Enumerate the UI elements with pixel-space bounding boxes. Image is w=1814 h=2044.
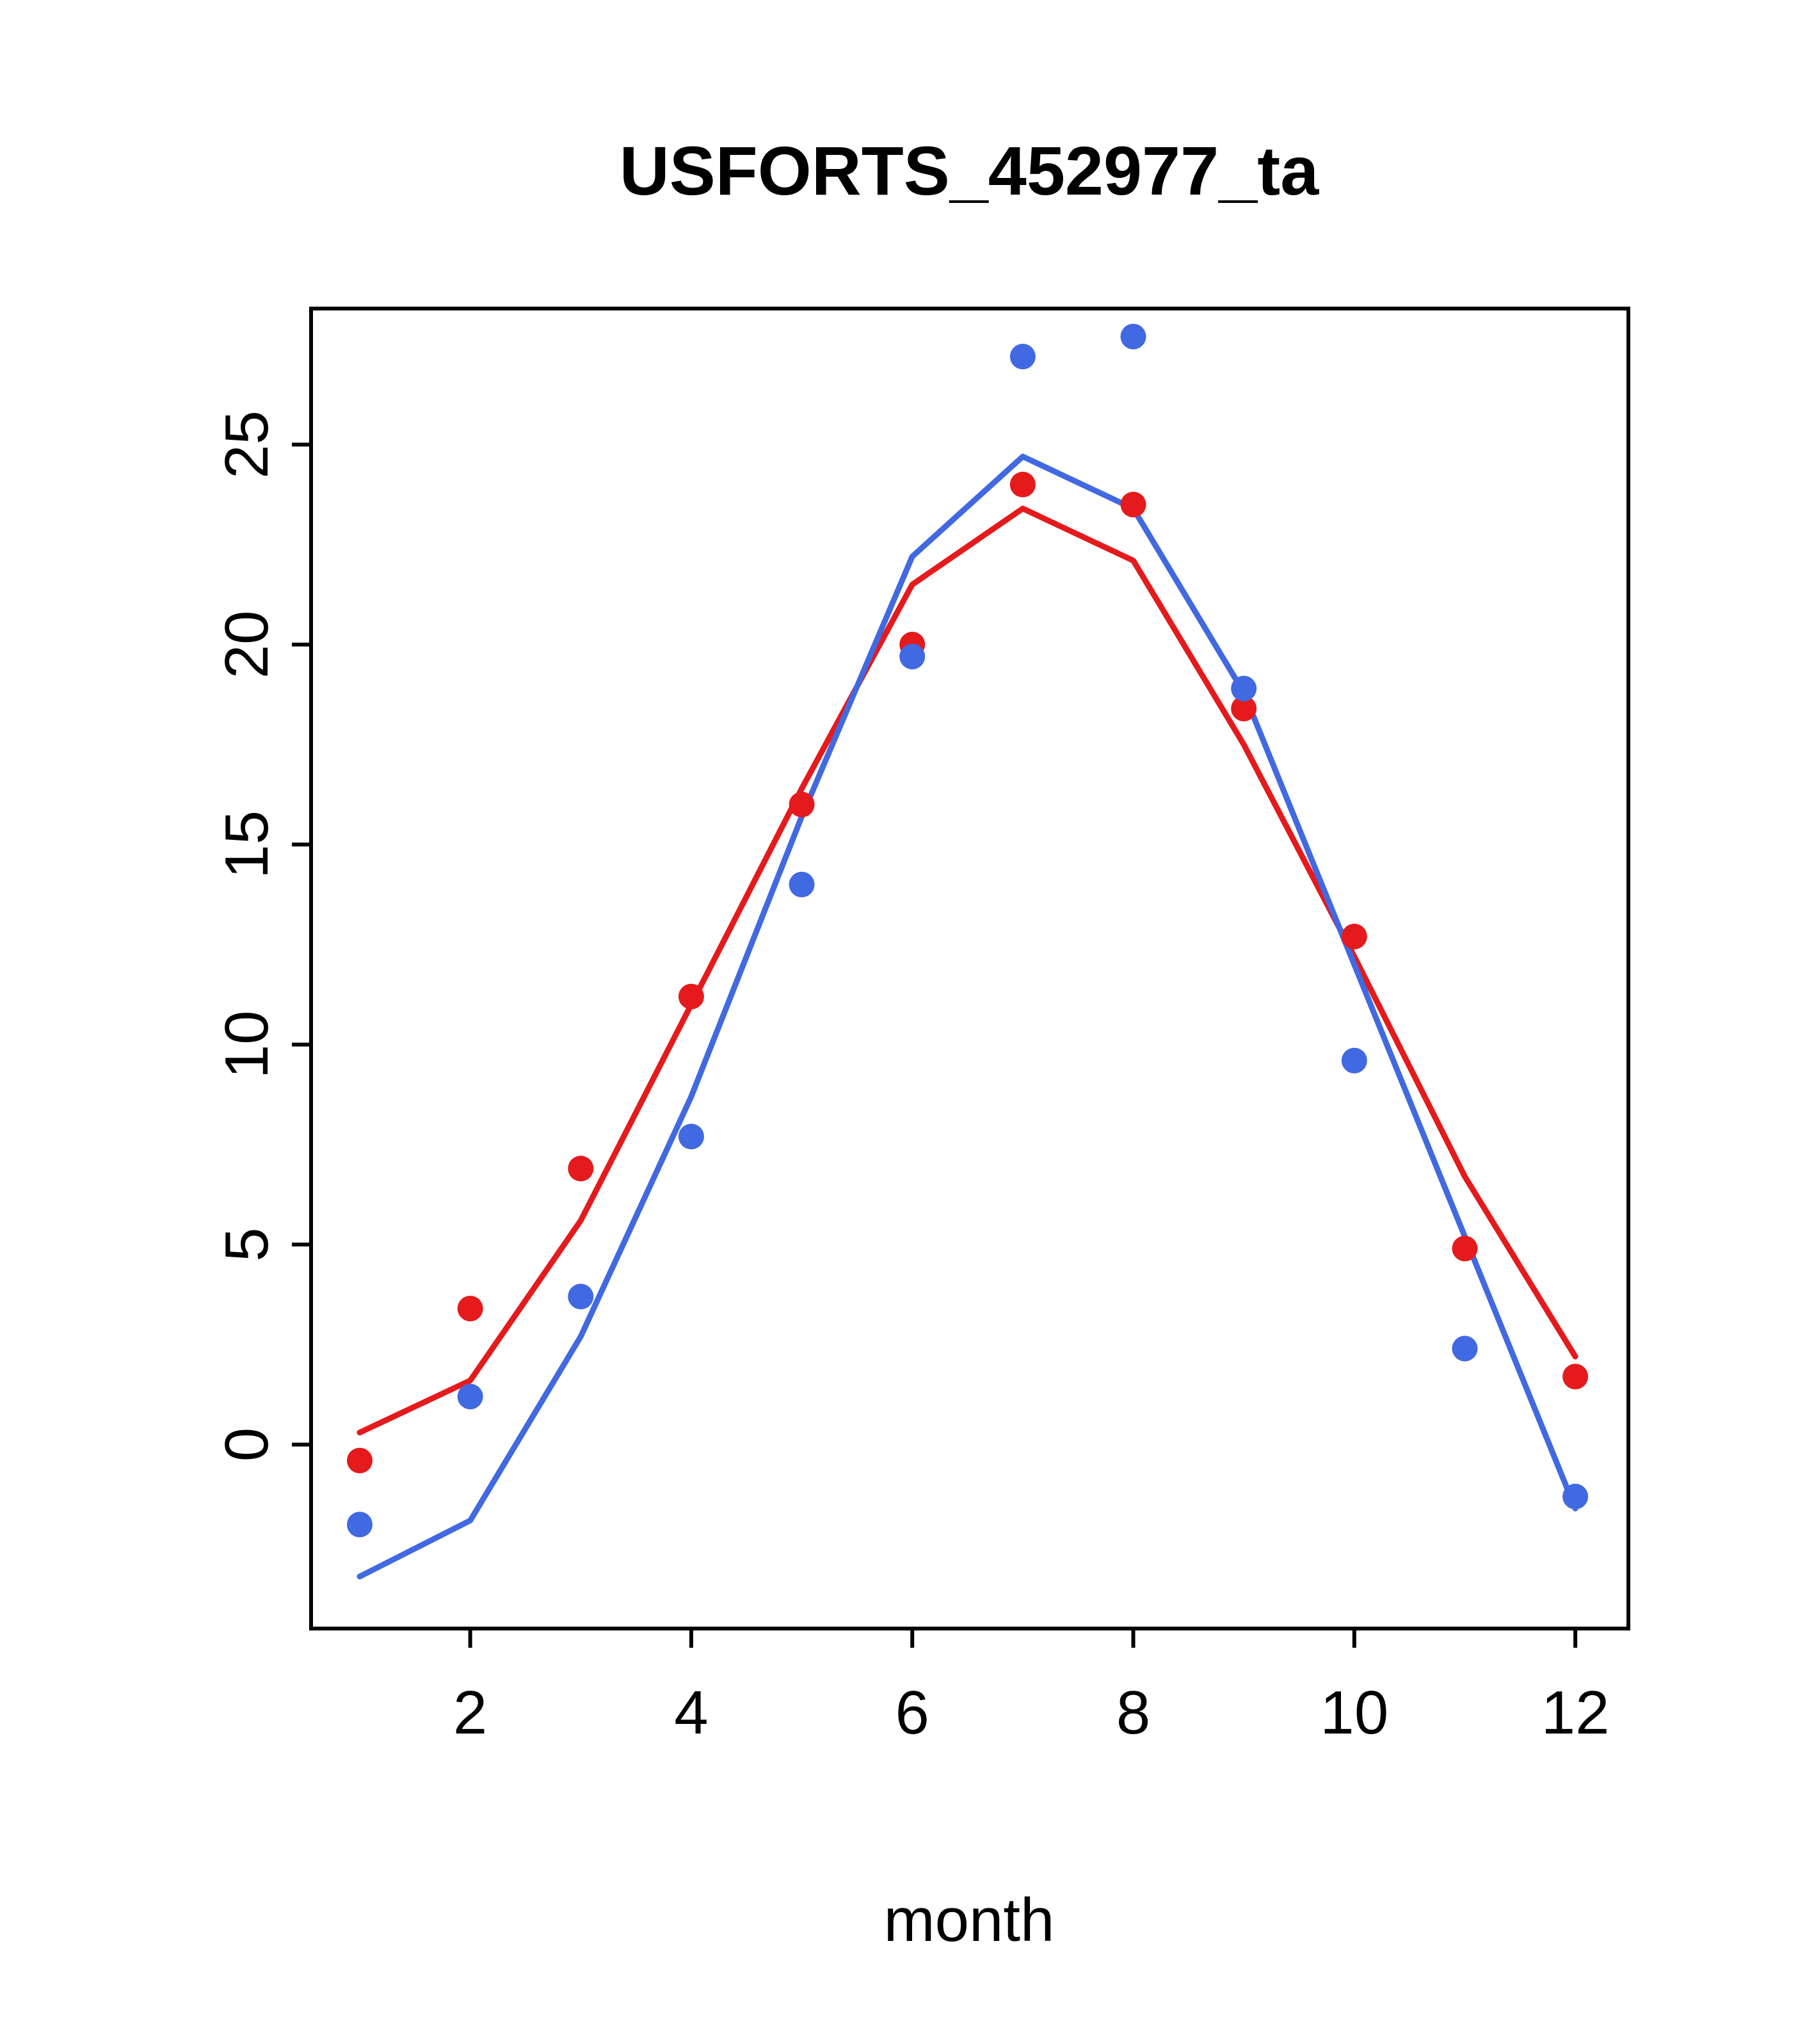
plot-area: 2 4 6 8 10 12 0 5 10 15 20 25 xyxy=(213,307,1630,1747)
red-observed-point xyxy=(1452,1235,1478,1262)
red-observed-point xyxy=(1231,695,1257,721)
x-tick-label: 4 xyxy=(674,1678,708,1747)
blue-observed-point xyxy=(1120,323,1146,350)
blue-observed-point xyxy=(1341,1047,1367,1074)
blue-observed-point xyxy=(1009,343,1036,369)
blue-observed-point xyxy=(1231,675,1257,702)
x-tick-label: 8 xyxy=(1116,1678,1150,1747)
x-axis-label: month xyxy=(884,1886,1055,1954)
red-observed-point xyxy=(789,791,815,817)
blue-observed-point xyxy=(457,1383,483,1410)
blue-observed-point xyxy=(1452,1335,1478,1362)
blue-observed-point xyxy=(1562,1483,1589,1509)
blue-fit-line xyxy=(357,453,1578,1580)
y-tick-label: 0 xyxy=(213,1428,281,1461)
red-observed-point xyxy=(346,1447,373,1474)
x-tick-label: 10 xyxy=(1320,1678,1388,1747)
red-observed-point xyxy=(1120,492,1146,518)
y-tick-label: 10 xyxy=(213,1010,281,1079)
red-observed-point xyxy=(1562,1364,1589,1390)
x-tick-label: 6 xyxy=(895,1678,929,1747)
plot-box xyxy=(309,307,1630,1630)
blue-observed-point xyxy=(678,1123,704,1150)
blue-observed-point xyxy=(346,1511,373,1538)
red-observed-point xyxy=(457,1296,483,1322)
red-observed-point xyxy=(1341,924,1367,950)
chart-title: USFORTS_452977_ta xyxy=(620,132,1319,209)
blue-observed-point xyxy=(789,871,815,897)
x-tick-label: 12 xyxy=(1541,1678,1610,1747)
y-tick-label: 5 xyxy=(213,1227,281,1261)
y-tick-label: 25 xyxy=(213,410,281,479)
red-observed-point xyxy=(678,983,704,1010)
blue-observed-point xyxy=(899,643,926,670)
red-observed-point xyxy=(568,1155,594,1182)
x-tick-label: 2 xyxy=(453,1678,487,1747)
y-tick-label: 15 xyxy=(213,810,281,879)
y-tick-label: 20 xyxy=(213,610,281,679)
red-fit-line xyxy=(357,505,1578,1436)
blue-observed-point xyxy=(568,1284,594,1310)
red-observed-point xyxy=(1009,471,1036,497)
